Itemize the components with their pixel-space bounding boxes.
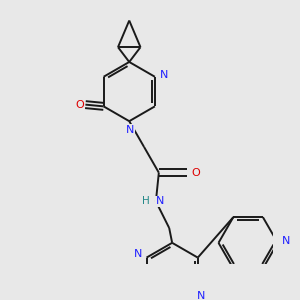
Text: N: N [134, 249, 142, 259]
Text: H: H [142, 196, 149, 206]
Text: N: N [156, 196, 164, 206]
Text: N: N [282, 236, 291, 246]
Text: N: N [197, 291, 206, 300]
Text: O: O [191, 168, 200, 178]
Text: O: O [76, 100, 85, 110]
Text: N: N [126, 125, 134, 135]
Text: N: N [159, 70, 168, 80]
